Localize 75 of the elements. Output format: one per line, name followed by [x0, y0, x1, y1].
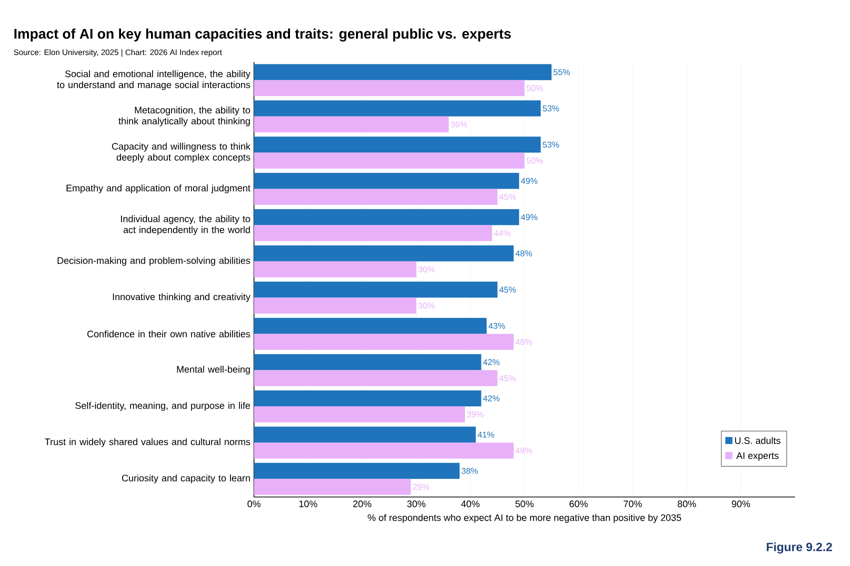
- data-label: 53%: [542, 105, 560, 112]
- y-tick-label: Individual agency, the ability to act independently in the world: [121, 215, 250, 236]
- data-label: 36%: [450, 121, 468, 128]
- data-label: 29%: [413, 484, 430, 490]
- data-label: 42%: [483, 395, 500, 402]
- x-tick-label: 10%: [299, 500, 318, 508]
- data-label: 38%: [462, 468, 478, 474]
- bar: [254, 64, 552, 80]
- bar: [254, 152, 525, 169]
- x-tick-label: 40%: [461, 500, 480, 508]
- bar: [254, 406, 465, 422]
- y-tick-label: Capacity and willingness to think deeply about complex concepts: [112, 142, 250, 163]
- data-label: 39%: [467, 411, 484, 418]
- bar: [254, 334, 514, 350]
- bar: [254, 442, 514, 459]
- data-label: 53%: [542, 142, 560, 148]
- data-label: 49%: [520, 214, 538, 220]
- data-label: 44%: [494, 230, 510, 236]
- x-tick-label: 30%: [407, 500, 426, 508]
- data-label: 43%: [488, 322, 505, 329]
- data-label: 45%: [499, 375, 516, 382]
- chart-title: Impact of AI on key human capacities and traits: general public vs. experts: [14, 28, 511, 42]
- x-tick-label: 80%: [678, 500, 696, 508]
- y-tick-label: Mental well-being: [177, 366, 250, 375]
- bar: [254, 318, 487, 334]
- x-tick-label: 70%: [624, 500, 642, 508]
- bar: [254, 354, 482, 370]
- bar: [254, 116, 449, 132]
- data-label: 30%: [418, 266, 435, 272]
- bar: [254, 172, 520, 189]
- bar: [254, 426, 476, 443]
- y-tick-label: Self-identity, meaning, and purpose in life: [75, 402, 250, 411]
- bar: [254, 188, 498, 205]
- x-axis-title: % of respondents who expect AI to be more negative than positive by 2035: [368, 514, 682, 523]
- data-label: 45%: [499, 286, 516, 293]
- bar: [254, 282, 498, 298]
- legend-label: U.S. adults: [735, 437, 780, 444]
- data-label: 48%: [516, 338, 532, 345]
- bar: [254, 390, 482, 406]
- bar: [254, 225, 492, 242]
- x-tick-label: 60%: [570, 500, 588, 508]
- data-label: 50%: [526, 85, 543, 92]
- y-tick-label: Empathy and application of moral judgment: [66, 184, 250, 194]
- data-label: 42%: [483, 359, 500, 366]
- data-label: 30%: [418, 302, 435, 309]
- data-label: 48%: [516, 250, 532, 256]
- bar: [254, 100, 541, 116]
- data-label: 41%: [478, 432, 494, 438]
- y-tick-label: Trust in widely shared values and cultural norms: [44, 438, 250, 448]
- x-tick-label: 90%: [732, 500, 750, 508]
- data-label: 50%: [526, 158, 543, 164]
- y-tick-label: Decision-making and problem-solving abilities: [58, 256, 250, 266]
- bar: [254, 261, 416, 278]
- legend-label: AI experts: [736, 452, 779, 461]
- bar: [254, 136, 541, 153]
- bar: [254, 298, 416, 314]
- y-tick-label: Social and emotional intelligence, the ability to understand and manage social interactions: [57, 70, 250, 90]
- bar: [254, 462, 460, 479]
- y-tick-label: Metacognition, the ability to think analytically about thinking: [118, 106, 250, 126]
- bar: [254, 209, 520, 226]
- bar: [254, 80, 525, 96]
- bar: [254, 245, 514, 262]
- bar: [254, 370, 498, 386]
- y-tick-label: Curiosity and capacity to learn: [122, 474, 250, 484]
- data-label: 48%: [516, 448, 532, 454]
- y-tick-label: Innovative thinking and creativity: [112, 293, 250, 302]
- bar: [254, 478, 411, 495]
- data-label: 49%: [520, 178, 538, 184]
- caption: Figure 9.2.2: [766, 542, 832, 554]
- x-tick-label: 0%: [248, 500, 260, 508]
- y-tick-label: Confidence in their own native abilities: [87, 330, 250, 338]
- x-tick-label: 50%: [515, 500, 534, 508]
- x-tick-label: 20%: [353, 500, 372, 508]
- data-label: 55%: [554, 69, 570, 76]
- data-label: 45%: [499, 194, 516, 200]
